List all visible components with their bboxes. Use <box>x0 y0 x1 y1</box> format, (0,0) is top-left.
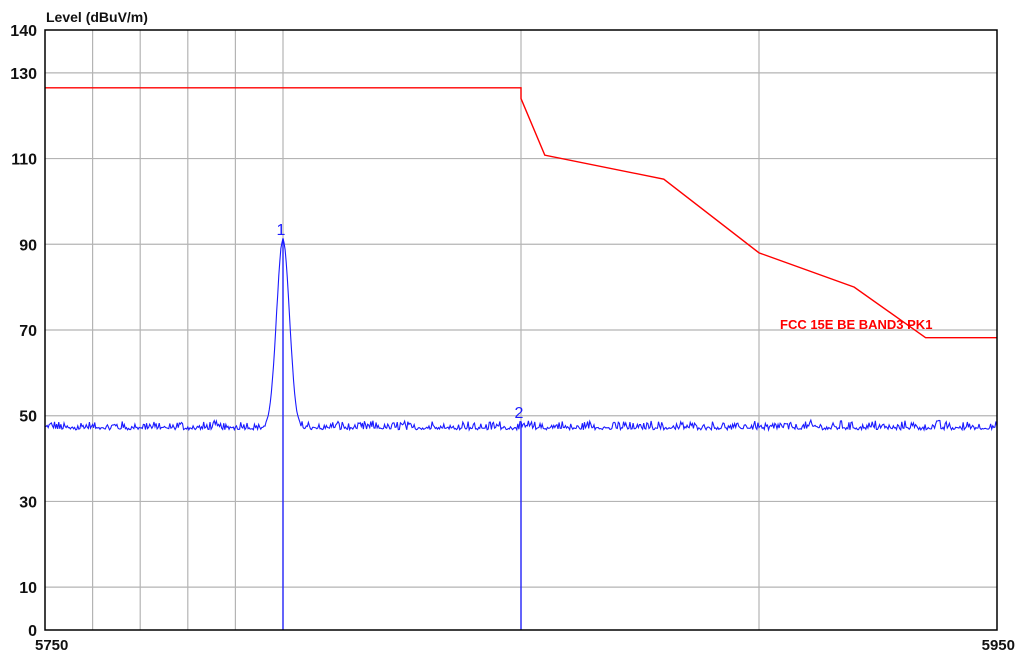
x-tick-label: 5950 <box>982 637 1015 654</box>
x-axis-ticks: 5750 5950 <box>35 637 1015 654</box>
y-axis-ticks: 0 10 30 50 70 90 110 130 140 <box>10 23 37 640</box>
grid <box>45 30 997 630</box>
measurement-trace-path <box>44 238 998 432</box>
y-tick-label: 70 <box>19 323 37 340</box>
y-tick-label: 110 <box>11 152 37 169</box>
limit-line-path <box>45 87 997 339</box>
y-tick-label: 130 <box>10 66 37 83</box>
y-tick-label: 50 <box>19 409 37 426</box>
y-tick-label: 90 <box>19 237 37 254</box>
measurement-trace <box>44 238 998 432</box>
plot-frame <box>44 29 998 631</box>
markers: 12 <box>277 222 524 630</box>
marker-label: 2 <box>515 405 524 422</box>
limit-line <box>45 87 997 339</box>
y-axis-label: Level (dBuV/m) <box>46 9 148 25</box>
y-tick-label: 140 <box>10 23 37 40</box>
marker-label: 1 <box>277 222 286 239</box>
y-tick-label: 0 <box>28 623 37 640</box>
x-tick-label: 5750 <box>35 637 68 654</box>
y-tick-label: 10 <box>19 580 37 597</box>
limit-line-label: FCC 15E BE BAND3 PK1 <box>780 317 932 332</box>
y-tick-label: 30 <box>19 494 37 511</box>
